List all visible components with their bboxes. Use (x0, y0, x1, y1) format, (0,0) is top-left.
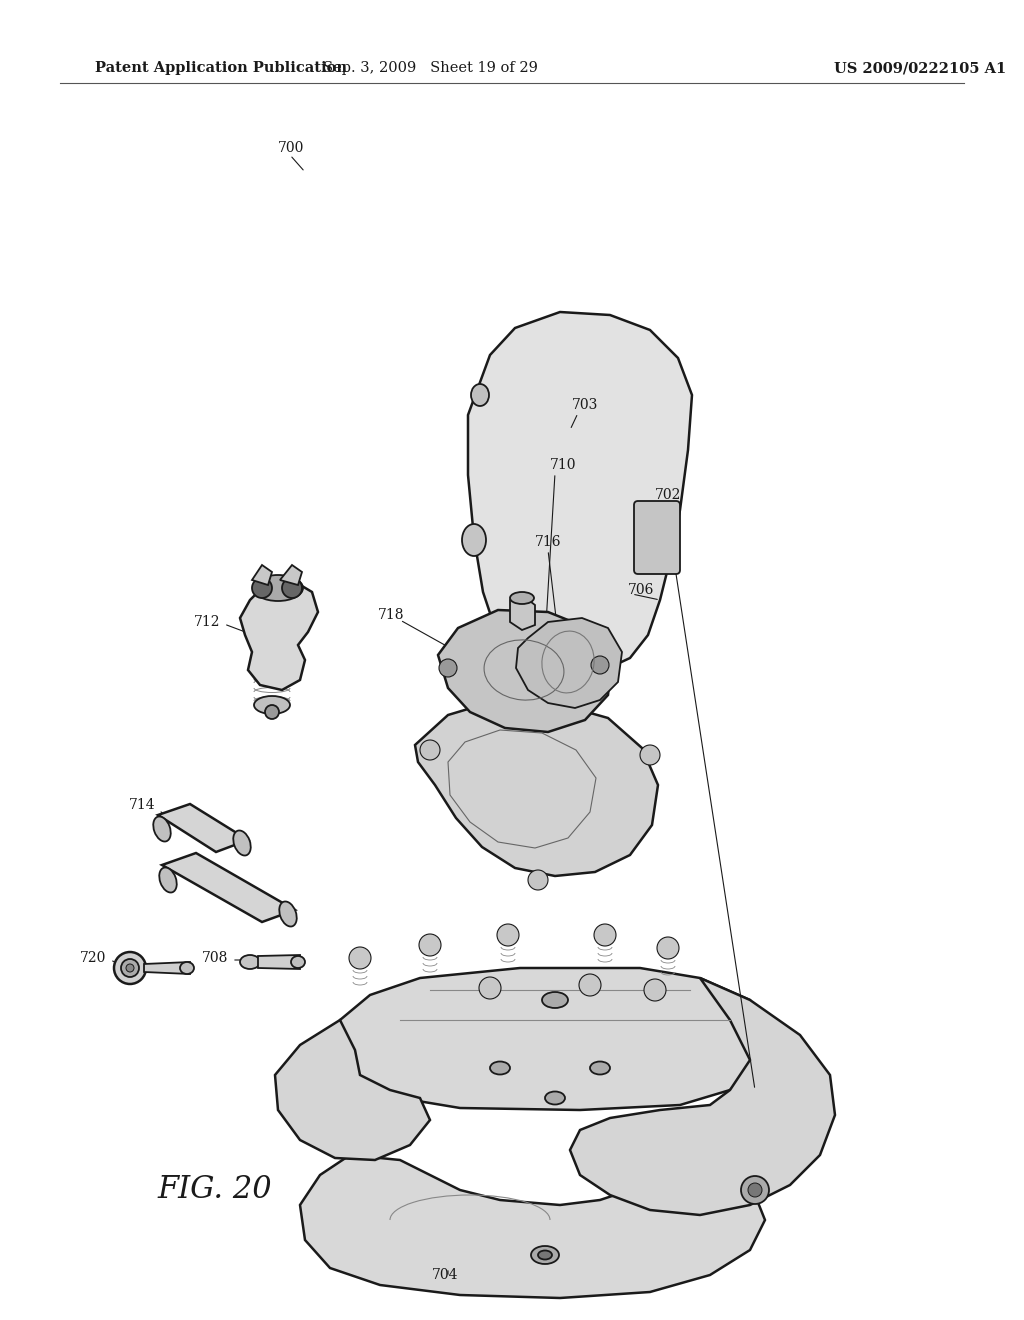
Text: 718: 718 (378, 609, 404, 622)
Ellipse shape (545, 1092, 565, 1105)
Polygon shape (280, 565, 302, 585)
Text: 714: 714 (128, 799, 155, 812)
Polygon shape (510, 595, 535, 630)
Circle shape (741, 1176, 769, 1204)
Text: US 2009/0222105 A1: US 2009/0222105 A1 (834, 61, 1007, 75)
Ellipse shape (154, 817, 171, 842)
Circle shape (114, 952, 146, 983)
Ellipse shape (471, 384, 489, 407)
Text: 710: 710 (550, 458, 577, 473)
Ellipse shape (233, 830, 251, 855)
Ellipse shape (538, 1250, 552, 1259)
Ellipse shape (280, 902, 297, 927)
Polygon shape (240, 579, 318, 690)
Ellipse shape (564, 326, 606, 358)
Circle shape (640, 744, 660, 766)
Ellipse shape (253, 576, 303, 601)
Text: 703: 703 (572, 399, 598, 412)
Circle shape (594, 924, 616, 946)
Polygon shape (258, 954, 300, 969)
Polygon shape (335, 968, 770, 1110)
Circle shape (126, 964, 134, 972)
Circle shape (439, 659, 457, 677)
Polygon shape (252, 565, 272, 585)
Circle shape (591, 656, 609, 675)
Circle shape (579, 974, 601, 997)
Circle shape (265, 705, 279, 719)
Ellipse shape (531, 1246, 559, 1265)
FancyBboxPatch shape (634, 502, 680, 574)
Ellipse shape (160, 867, 177, 892)
Circle shape (748, 1183, 762, 1197)
Polygon shape (300, 1155, 765, 1298)
Circle shape (419, 935, 441, 956)
Circle shape (349, 946, 371, 969)
Polygon shape (468, 312, 692, 675)
Ellipse shape (542, 993, 568, 1008)
Ellipse shape (240, 954, 260, 969)
Text: 708: 708 (202, 950, 228, 965)
Ellipse shape (254, 696, 290, 714)
Text: 720: 720 (80, 950, 106, 965)
Polygon shape (415, 700, 658, 876)
Ellipse shape (462, 524, 486, 556)
Circle shape (282, 578, 302, 598)
Text: FIG. 20: FIG. 20 (158, 1175, 272, 1205)
Text: 712: 712 (194, 615, 220, 630)
Polygon shape (162, 853, 295, 921)
Text: 706: 706 (628, 583, 654, 597)
Polygon shape (438, 610, 612, 733)
Polygon shape (158, 804, 248, 851)
Polygon shape (275, 1020, 430, 1160)
Ellipse shape (180, 962, 194, 974)
Circle shape (121, 960, 139, 977)
Polygon shape (144, 962, 190, 974)
Ellipse shape (510, 591, 534, 605)
Text: 702: 702 (655, 488, 681, 502)
Text: Patent Application Publication: Patent Application Publication (95, 61, 347, 75)
Ellipse shape (590, 1061, 610, 1074)
Ellipse shape (574, 331, 596, 348)
Text: Sep. 3, 2009   Sheet 19 of 29: Sep. 3, 2009 Sheet 19 of 29 (323, 61, 538, 75)
Text: 704: 704 (432, 1269, 459, 1282)
Circle shape (497, 924, 519, 946)
Circle shape (644, 979, 666, 1001)
Circle shape (252, 578, 272, 598)
Polygon shape (516, 618, 622, 708)
Circle shape (420, 741, 440, 760)
Text: 700: 700 (278, 141, 304, 154)
Ellipse shape (550, 319, 620, 371)
Ellipse shape (490, 1061, 510, 1074)
Circle shape (528, 870, 548, 890)
Ellipse shape (291, 956, 305, 968)
Circle shape (479, 977, 501, 999)
Text: 716: 716 (535, 535, 561, 549)
Polygon shape (570, 978, 835, 1214)
Circle shape (657, 937, 679, 960)
